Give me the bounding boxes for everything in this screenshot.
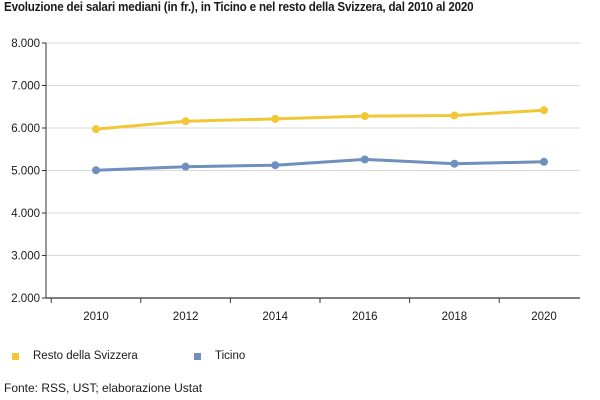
- y-tick-label: 6.000: [11, 123, 40, 135]
- legend-item-ticino: Ticino: [194, 350, 245, 362]
- y-tick-label: 2.000: [11, 293, 40, 305]
- x-tick-label: 2012: [173, 311, 199, 323]
- chart-title: Evoluzione dei salari mediani (in fr.), …: [4, 0, 474, 14]
- y-tick-label: 8.000: [11, 38, 40, 50]
- data-point: [540, 106, 548, 115]
- source-note: Fonte: RSS, UST; elaborazione Ustat: [4, 381, 203, 395]
- series-lines: [92, 106, 548, 175]
- legend-item-resto: Resto della Svizzera: [12, 350, 138, 362]
- x-tick-label: 2014: [262, 311, 288, 323]
- x-axis-tick-labels: 2010 2012 2014 2016 2018 2020: [83, 311, 557, 323]
- series-line-0: [94, 108, 546, 131]
- line-chart: 2.000 3.000 4.000 5.000 6.000 7.000 8.000 2010…: [11, 38, 580, 323]
- axes: [42, 42, 580, 303]
- legend: Resto della Svizzera Ticino: [0, 350, 600, 366]
- data-point: [360, 112, 369, 121]
- data-point: [271, 161, 280, 170]
- legend-label-resto: Resto della Svizzera: [33, 350, 138, 362]
- y-tick-label: 3.000: [11, 251, 40, 263]
- y-tick-label: 7.000: [11, 81, 40, 93]
- y-tick-label: 4.000: [11, 208, 40, 220]
- data-point: [181, 117, 190, 126]
- legend-swatch-ticino: [194, 352, 201, 360]
- gridlines: [46, 42, 580, 256]
- legend-swatch-resto: [12, 352, 19, 360]
- data-point: [181, 162, 190, 171]
- data-point: [360, 155, 369, 164]
- series-line-1: [94, 157, 546, 172]
- x-tick-label: 2018: [442, 311, 468, 323]
- y-axis-tick-labels: 2.000 3.000 4.000 5.000 6.000 7.000 8.000: [11, 38, 40, 305]
- x-tick-label: 2020: [531, 311, 557, 323]
- data-point: [540, 157, 548, 166]
- data-point: [450, 111, 459, 120]
- legend-label-ticino: Ticino: [215, 350, 246, 362]
- data-point: [92, 166, 100, 175]
- data-point: [92, 125, 100, 134]
- x-tick-label: 2010: [83, 311, 109, 323]
- y-tick-label: 5.000: [11, 166, 40, 178]
- data-point: [450, 159, 459, 168]
- data-point: [271, 114, 280, 123]
- x-tick-label: 2016: [352, 311, 378, 323]
